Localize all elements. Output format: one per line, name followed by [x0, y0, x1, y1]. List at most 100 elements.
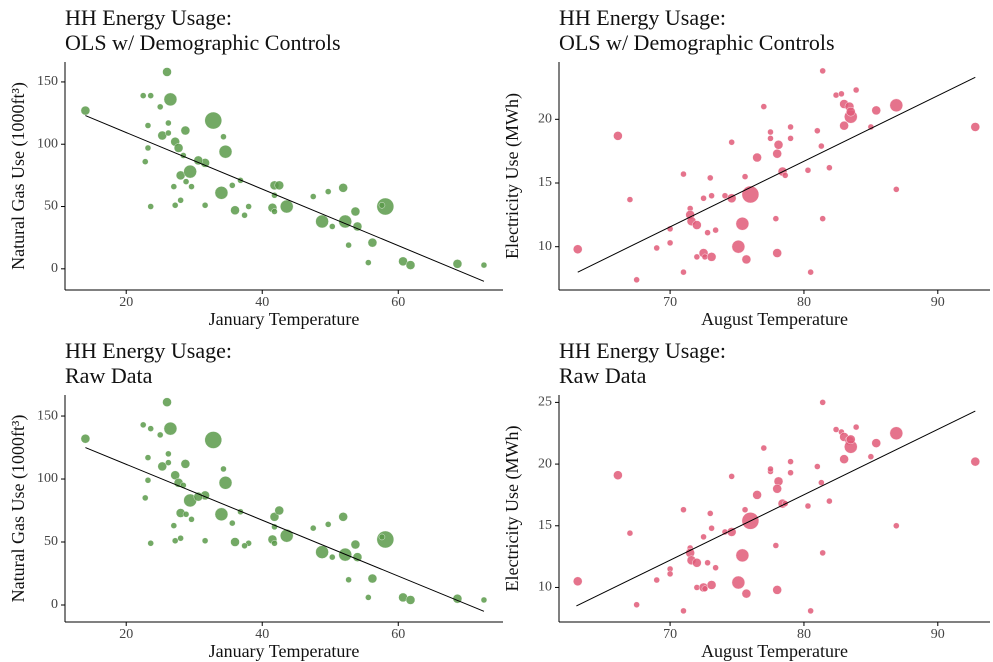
x-axis-label: August Temperature [701, 641, 848, 661]
point [204, 111, 222, 130]
point [315, 214, 329, 229]
point [819, 67, 826, 75]
point [712, 564, 719, 571]
chart-title: OLS w/ Demographic Controls [559, 30, 835, 55]
point [767, 465, 774, 473]
point [214, 186, 229, 200]
point [846, 434, 856, 445]
chart-title: HH Energy Usage: [65, 5, 232, 30]
fit-line [85, 115, 485, 282]
point [144, 477, 152, 484]
point [144, 454, 152, 461]
point [852, 86, 860, 94]
point [838, 90, 845, 98]
point [188, 183, 195, 190]
point [826, 497, 833, 505]
point [274, 505, 284, 516]
point [182, 511, 190, 518]
point [140, 421, 147, 429]
point [188, 516, 195, 523]
point [680, 170, 687, 178]
point [229, 519, 236, 527]
point [173, 143, 184, 153]
point [573, 244, 583, 254]
point [241, 212, 248, 219]
point [818, 479, 825, 486]
point [804, 167, 812, 174]
point [157, 461, 167, 472]
point [680, 268, 687, 276]
point [230, 205, 240, 215]
point [741, 506, 749, 513]
point [970, 122, 980, 132]
y-tick-label: 150 [37, 408, 58, 423]
point [760, 444, 767, 452]
point [398, 256, 408, 267]
point [752, 152, 762, 163]
point [204, 431, 222, 449]
point [782, 172, 789, 179]
point [218, 145, 233, 159]
point [772, 484, 782, 494]
point [735, 217, 750, 231]
point [345, 576, 352, 583]
point [367, 573, 378, 584]
point [767, 128, 774, 136]
point [310, 524, 317, 532]
point [832, 91, 840, 99]
y-tick-label: 20 [538, 456, 552, 471]
y-axis-label: Natural Gas Use (1000ft³) [8, 82, 29, 270]
point [767, 135, 774, 142]
chart-title: OLS w/ Demographic Controls [65, 30, 341, 55]
point [708, 192, 715, 199]
x-tick-label: 60 [391, 627, 405, 642]
point [707, 174, 714, 182]
point [171, 202, 179, 209]
y-tick-label: 10 [538, 580, 552, 595]
point [80, 105, 91, 116]
chart-title: HH Energy Usage: [65, 338, 232, 363]
point [147, 92, 154, 99]
y-tick-label: 10 [538, 239, 552, 254]
point [613, 470, 623, 480]
point [147, 540, 154, 547]
y-tick-label: 0 [51, 261, 58, 276]
point [787, 458, 794, 465]
point [165, 459, 172, 466]
point [80, 434, 91, 444]
point [573, 576, 583, 586]
point [819, 399, 826, 406]
y-tick-label: 100 [37, 136, 58, 151]
point [728, 139, 735, 146]
x-tick-label: 70 [663, 295, 677, 310]
point [329, 553, 336, 561]
point [144, 122, 152, 129]
point [814, 127, 821, 134]
point [214, 507, 229, 521]
point [376, 530, 395, 549]
point [867, 453, 875, 460]
point [680, 607, 687, 615]
point [666, 239, 674, 247]
point [893, 186, 900, 193]
point [700, 533, 707, 541]
point [700, 195, 707, 202]
point [230, 537, 240, 547]
point [701, 585, 709, 592]
point [229, 182, 236, 189]
point [846, 106, 856, 117]
y-tick-label: 150 [37, 74, 58, 89]
point [329, 223, 336, 230]
point [163, 92, 178, 107]
point [365, 259, 372, 266]
x-axis-label: January Temperature [209, 641, 360, 661]
point [218, 476, 233, 490]
point [772, 149, 782, 159]
point [345, 241, 352, 249]
x-tick-label: 40 [255, 627, 269, 642]
point [653, 244, 660, 252]
point [741, 173, 749, 180]
point [163, 421, 178, 436]
point [325, 188, 332, 195]
